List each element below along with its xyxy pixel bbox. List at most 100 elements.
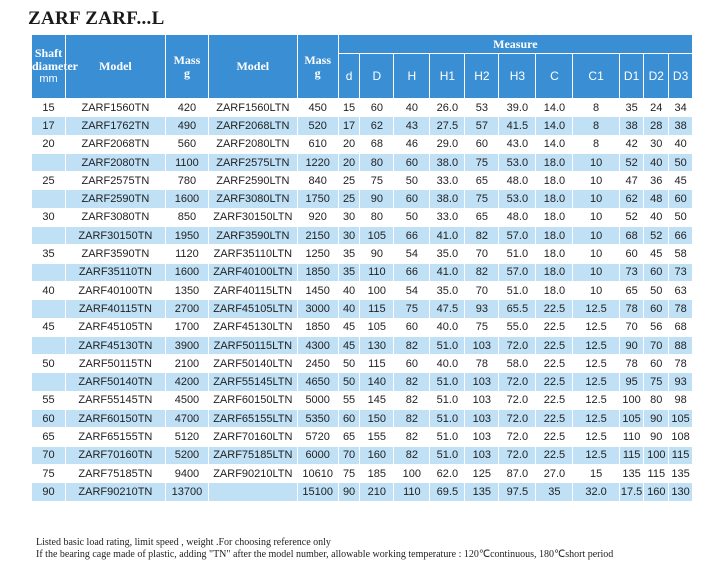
cell-model: ZARF30150TN [64,226,166,246]
cell-c1: 12.5 [572,354,620,374]
measure-col-d: D [359,53,395,99]
cell-d: 25 [337,189,361,209]
cell-d: 185 [359,463,395,484]
cell-c1: 10 [572,226,620,246]
cell-mass-l: 15100 [296,482,339,502]
measure-col-d2: D2 [643,53,670,99]
cell-h1: 33.0 [429,171,466,191]
cell-model: ZARF70160TN [64,445,166,465]
cell-mass: 9400 [164,463,210,484]
cell-h3: 48.0 [498,171,537,191]
cell-h2: 103 [464,390,500,411]
cell-d1: 105 [618,409,645,429]
cell-h3: 72.0 [498,335,537,356]
cell-d2: 100 [643,445,670,465]
cell-h3: 55.0 [498,317,537,337]
cell-shaft-diameter: 45 [31,317,66,337]
table-row: 70 ZARF70160TN 5200 ZARF75185LTN 6000 70 160 82… [31,445,693,465]
cell-d: 50 [337,354,361,374]
cell-c: 22.5 [535,427,574,447]
cell-c: 18.0 [535,189,574,209]
cell-c: 18.0 [535,207,574,228]
cell-d: 20 [337,134,361,154]
table-row: 50 ZARF50115TN 2100 ZARF50140LTN 2450 50 115 60… [31,354,693,374]
cell-h1: 29.0 [429,134,466,154]
cell-mass-l: 4650 [296,372,339,392]
cell-h2: 103 [464,335,500,356]
cell-c: 22.5 [535,409,574,429]
cell-h2: 65 [464,207,500,228]
cell-h2: 75 [464,189,500,209]
cell-d3: 63 [668,280,693,301]
cell-h1: 41.0 [429,226,466,246]
cell-model: ZARF2068TN [64,134,166,154]
cell-mass-l: 920 [296,207,339,228]
table-row: ZARF30150TN 1950 ZARF3590LTN 2150 30 105 66 41.… [31,226,693,246]
cell-model-l [208,482,298,502]
cell-h1: 33.0 [429,207,466,228]
cell-c: 22.5 [535,299,574,319]
cell-d1: 70 [618,317,645,337]
cell-shaft-diameter: 75 [31,463,66,484]
cell-c1: 10 [572,189,620,209]
cell-c1: 8 [572,134,620,154]
cell-d2: 115 [643,463,670,484]
cell-model: ZARF45105TN [64,317,166,337]
cell-d: 25 [337,171,361,191]
cell-h1: 41.0 [429,262,466,282]
mass-header: Mass g [164,34,210,99]
cell-h3: 41.5 [498,116,537,136]
table-row: ZARF45130TN 3900 ZARF50115LTN 4300 45 130 82 51… [31,335,693,356]
cell-mass: 1100 [164,152,210,173]
cell-model: ZARF1560TN [64,97,166,118]
cell-d3: 34 [668,97,693,118]
cell-mass-l: 5350 [296,409,339,429]
cell-c: 22.5 [535,372,574,392]
cell-h2: 75 [464,152,500,173]
cell-c1: 12.5 [572,427,620,447]
cell-h1: 51.0 [429,372,466,392]
cell-mass-l: 1250 [296,244,339,264]
cell-model-l: ZARF55145LTN [208,372,298,392]
cell-mass: 4700 [164,409,210,429]
cell-c: 18.0 [535,244,574,264]
cell-d: 80 [359,207,395,228]
cell-d3: 93 [668,372,693,392]
cell-h2: 70 [464,244,500,264]
cell-model: ZARF50115TN [64,354,166,374]
footnote-1: Listed basic load rating, limit speed , … [36,537,331,548]
cell-shaft-diameter: 35 [31,244,66,264]
cell-d: 55 [337,390,361,411]
cell-mass-l: 450 [296,97,339,118]
cell-c: 14.0 [535,134,574,154]
cell-d: 140 [359,372,395,392]
cell-model-l: ZARF1560LTN [208,97,298,118]
table-row: 55 ZARF55145TN 4500 ZARF60150LTN 5000 55 145 82… [31,390,693,411]
cell-shaft-diameter [31,226,66,246]
cell-h2: 78 [464,354,500,374]
cell-d2: 50 [643,280,670,301]
cell-model: ZARF65155TN [64,427,166,447]
cell-h1: 40.0 [429,354,466,374]
cell-d: 30 [337,226,361,246]
cell-mass: 1950 [164,226,210,246]
cell-d: 115 [359,354,395,374]
cell-model: ZARF55145TN [64,390,166,411]
cell-mass: 1120 [164,244,210,264]
cell-model-l: ZARF45105LTN [208,299,298,319]
table-row: 75 ZARF75185TN 9400 ZARF90210LTN 10610 75 185 1… [31,463,693,484]
cell-d1: 60 [618,244,645,264]
cell-d3: 78 [668,354,693,374]
cell-d: 17 [337,116,361,136]
table-row: 15 ZARF1560TN 420 ZARF1560LTN 450 15 60 40 26.0 5… [31,97,693,118]
cell-model-l: ZARF2068LTN [208,116,298,136]
cell-h: 66 [393,262,431,282]
cell-h3: 51.0 [498,244,537,264]
cell-c: 22.5 [535,335,574,356]
mass-l-header: Mass g [296,34,339,99]
cell-d3: 58 [668,244,693,264]
cell-d2: 52 [643,226,670,246]
cell-d: 90 [359,189,395,209]
table-row: ZARF2080TN 1100 ZARF2575LTN 1220 20 80 60 38.0 7… [31,152,693,173]
cell-mass: 850 [164,207,210,228]
